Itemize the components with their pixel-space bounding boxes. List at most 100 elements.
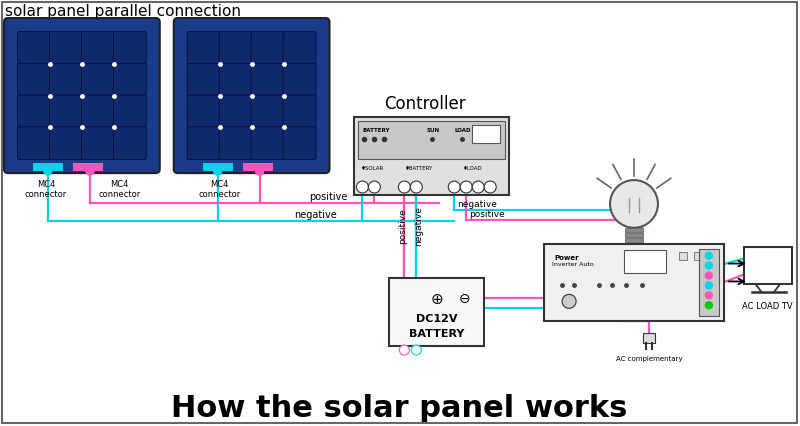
FancyBboxPatch shape [18,96,50,129]
Circle shape [706,262,712,269]
FancyBboxPatch shape [82,32,114,65]
FancyBboxPatch shape [82,64,114,97]
FancyBboxPatch shape [283,127,316,160]
FancyBboxPatch shape [202,164,233,172]
Text: solar panel parallel connection: solar panel parallel connection [5,4,241,19]
Circle shape [472,181,484,193]
Text: positive: positive [310,191,348,201]
Circle shape [369,181,380,193]
FancyBboxPatch shape [251,96,284,129]
Text: positive: positive [398,207,407,243]
FancyBboxPatch shape [219,64,252,97]
Circle shape [706,253,712,259]
FancyBboxPatch shape [625,238,643,242]
Text: negative: negative [414,205,423,245]
FancyBboxPatch shape [50,127,82,160]
Text: BATTERY: BATTERY [362,128,390,133]
FancyBboxPatch shape [354,118,509,196]
FancyBboxPatch shape [50,32,82,65]
FancyBboxPatch shape [694,252,702,260]
Circle shape [411,345,422,355]
Text: ⊖: ⊖ [458,292,470,305]
Circle shape [410,181,422,193]
FancyBboxPatch shape [82,96,114,129]
FancyBboxPatch shape [50,96,82,129]
Text: Inverter Auto: Inverter Auto [552,261,594,266]
Text: positive: positive [470,209,505,218]
Text: ♦LOAD: ♦LOAD [462,166,482,171]
Circle shape [706,292,712,299]
FancyBboxPatch shape [4,19,160,174]
Text: LOAD: LOAD [454,128,470,133]
FancyBboxPatch shape [114,96,146,129]
FancyBboxPatch shape [283,32,316,65]
FancyBboxPatch shape [219,32,252,65]
Text: AC complementary: AC complementary [616,355,682,361]
FancyBboxPatch shape [283,96,316,129]
FancyBboxPatch shape [114,127,146,160]
Text: ♦BATTERY: ♦BATTERY [404,166,433,171]
FancyBboxPatch shape [187,96,220,129]
FancyBboxPatch shape [18,64,50,97]
FancyBboxPatch shape [219,96,252,129]
Circle shape [460,181,472,193]
FancyBboxPatch shape [219,127,252,160]
FancyBboxPatch shape [33,164,63,172]
FancyBboxPatch shape [18,32,50,65]
FancyBboxPatch shape [187,127,220,160]
FancyBboxPatch shape [50,64,82,97]
FancyBboxPatch shape [544,244,724,322]
FancyBboxPatch shape [643,334,655,343]
Text: Power: Power [554,254,578,260]
FancyBboxPatch shape [390,279,484,346]
Text: AC LOAD TV: AC LOAD TV [742,302,793,311]
Circle shape [610,181,658,228]
FancyBboxPatch shape [187,64,220,97]
FancyBboxPatch shape [114,32,146,65]
FancyBboxPatch shape [187,32,220,65]
Text: MC4
connector: MC4 connector [98,180,141,199]
FancyBboxPatch shape [242,164,273,172]
FancyBboxPatch shape [624,250,666,274]
FancyBboxPatch shape [283,64,316,97]
Circle shape [706,282,712,289]
Circle shape [357,181,369,193]
Text: ♦SOLAR: ♦SOLAR [361,166,384,171]
Text: SUN: SUN [426,128,439,133]
Text: Controller: Controller [384,95,466,113]
Circle shape [562,295,576,308]
FancyBboxPatch shape [472,126,500,144]
FancyBboxPatch shape [679,252,687,260]
FancyBboxPatch shape [699,249,719,317]
Text: ⊕: ⊕ [430,291,443,306]
FancyBboxPatch shape [251,127,284,160]
Circle shape [706,302,712,309]
Circle shape [255,168,263,176]
FancyBboxPatch shape [18,127,50,160]
Circle shape [86,168,94,176]
Text: MC4
connector: MC4 connector [198,180,241,199]
Text: How the solar panel works: How the solar panel works [171,393,627,422]
Text: MC4
connector: MC4 connector [25,180,67,199]
FancyBboxPatch shape [625,228,643,232]
Text: DC12V: DC12V [416,314,458,323]
Circle shape [44,168,52,176]
FancyBboxPatch shape [358,122,505,160]
Circle shape [706,272,712,279]
FancyBboxPatch shape [251,64,284,97]
Circle shape [398,181,410,193]
Circle shape [448,181,460,193]
FancyBboxPatch shape [744,247,792,285]
Circle shape [214,168,222,176]
FancyBboxPatch shape [174,19,330,174]
Text: negative: negative [294,209,338,219]
FancyBboxPatch shape [82,127,114,160]
FancyBboxPatch shape [251,32,284,65]
Text: BATTERY: BATTERY [409,328,465,338]
FancyBboxPatch shape [625,233,643,237]
Text: negative: negative [458,199,497,208]
FancyBboxPatch shape [73,164,103,172]
Circle shape [399,345,410,355]
FancyBboxPatch shape [114,64,146,97]
Circle shape [484,181,496,193]
